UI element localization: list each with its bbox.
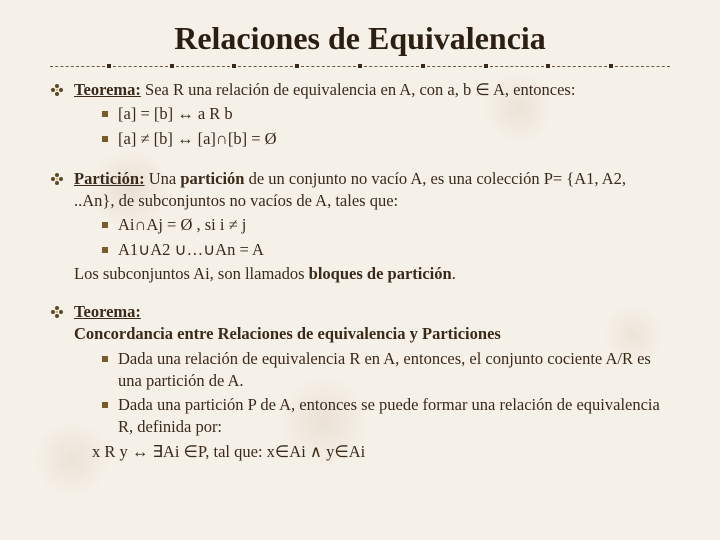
section-teorema-1: Teorema: Sea R una relación de equivalen… <box>50 79 670 152</box>
lead-part: Una <box>145 169 181 188</box>
list-item: [a] = [b] ↔ a R b <box>102 103 670 125</box>
lead-bold-word: partición <box>180 169 244 188</box>
flower-icon <box>50 83 64 97</box>
square-icon <box>102 222 108 228</box>
section-heading: Teorema: <box>74 301 670 323</box>
flower-icon <box>50 305 64 319</box>
section-closing: x R y ↔ ∃Ai ∈P, tal que: x∈Ai ∧ y∈Ai <box>74 441 670 463</box>
list-item: A1∪A2 ∪…∪An = A <box>102 239 670 261</box>
square-icon <box>102 247 108 253</box>
flower-icon <box>50 172 64 186</box>
square-icon <box>102 111 108 117</box>
section-teorema-2: Teorema: Concordancia entre Relaciones d… <box>50 301 670 463</box>
list-item: [a] ≠ [b] ↔ [a]∩[b] = Ø <box>102 128 670 150</box>
section-heading: Teorema: <box>74 80 141 99</box>
title-underline <box>50 63 670 69</box>
list-item: Dada una relación de equivalencia R en A… <box>102 348 670 393</box>
section-closing: Los subconjuntos Ai, son llamados bloque… <box>74 263 670 285</box>
section-subtitle: Concordancia entre Relaciones de equival… <box>74 323 670 345</box>
section-lead-text: Sea R una relación de equivalencia en A,… <box>141 80 576 99</box>
list-item: Ai∩Aj = Ø , si i ≠ j <box>102 214 670 236</box>
list-item: Dada una partición P de A, entonces se p… <box>102 394 670 439</box>
square-icon <box>102 136 108 142</box>
square-icon <box>102 402 108 408</box>
section-heading: Partición: <box>74 169 145 188</box>
square-icon <box>102 356 108 362</box>
slide-title: Relaciones de Equivalencia <box>50 20 670 57</box>
section-particion: Partición: Una partición de un conjunto … <box>50 168 670 285</box>
